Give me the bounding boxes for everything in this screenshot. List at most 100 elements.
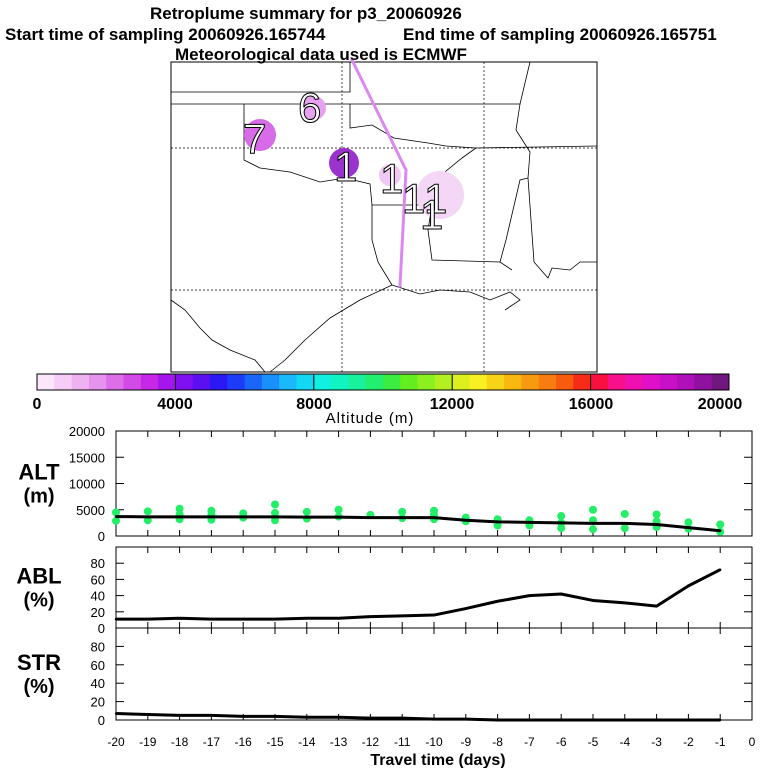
str-series-point-1 bbox=[146, 713, 149, 716]
str-series-point-2 bbox=[178, 714, 181, 717]
colorbar-cell-37 bbox=[677, 374, 695, 390]
alt-series-point-10 bbox=[432, 516, 436, 519]
abl-series-point-4 bbox=[242, 617, 245, 621]
colorbar-cell-8 bbox=[175, 374, 194, 390]
abl-series-point-15 bbox=[591, 599, 595, 602]
alt-scatter-point-33 bbox=[557, 524, 566, 533]
colorbar-cell-34 bbox=[625, 374, 643, 390]
abl-ytick-label-0: 0 bbox=[98, 621, 105, 636]
colorbar-cell-3 bbox=[88, 374, 107, 390]
alt-series-point-2 bbox=[178, 515, 181, 519]
abl-series-point-2 bbox=[178, 617, 181, 620]
x-tick-label-6: -14 bbox=[298, 735, 316, 749]
abl-series-line bbox=[116, 568, 721, 621]
abl-series-point-8 bbox=[369, 615, 372, 618]
map-panel: 7 6 1 1 1 1 1 bbox=[170, 58, 598, 373]
str-ytick-label-1: 20 bbox=[91, 695, 105, 710]
colorbar-cell-12 bbox=[244, 374, 263, 390]
alt-series-point-7 bbox=[337, 515, 340, 519]
alt-scatter-point-2 bbox=[143, 507, 152, 516]
str-series-point-18 bbox=[687, 718, 690, 722]
str-series-point-19 bbox=[719, 718, 722, 722]
plume-markers bbox=[244, 96, 464, 219]
colorbar-cell-20 bbox=[383, 374, 401, 390]
str-series-point-4 bbox=[242, 715, 245, 718]
x-tick-label-12: -8 bbox=[492, 735, 503, 749]
met-data-label: Meteorological data used is ECMWF bbox=[175, 45, 467, 64]
alt-scatter-point-42 bbox=[684, 518, 693, 527]
colorbar-tick-8000: 8000 bbox=[296, 396, 332, 413]
alt-scatter-point-28 bbox=[493, 521, 502, 530]
x-tick-label-18: -2 bbox=[683, 735, 694, 749]
str-series-point-5 bbox=[273, 715, 277, 718]
colorbar-cell-19 bbox=[365, 374, 384, 390]
colorbar-cell-26 bbox=[486, 374, 505, 390]
plume-label-1a: 1 bbox=[334, 143, 357, 190]
colorbar-cell-39 bbox=[711, 374, 730, 390]
alt-series-point-17 bbox=[655, 523, 658, 526]
plume-label-1e: 1 bbox=[420, 191, 443, 238]
colorbar-cell-10 bbox=[210, 374, 228, 390]
colorbar-cell-31 bbox=[573, 374, 592, 390]
str-ytick-label-4: 80 bbox=[91, 639, 105, 654]
altitude-colorbar: 0 4000 8000 12000 16000 20000 Altitude (… bbox=[33, 373, 742, 427]
alt-panel: 0 5000 10000 15000 20000 ALT(m) bbox=[18, 424, 753, 544]
colorbar-cell-2 bbox=[71, 374, 90, 390]
x-tick-label-11: -9 bbox=[460, 735, 471, 749]
alt-series-point-1 bbox=[146, 515, 149, 519]
abl-series-point-6 bbox=[305, 617, 308, 620]
alt-series-point-0 bbox=[114, 515, 118, 518]
colorbar-cell-22 bbox=[417, 374, 436, 390]
plume-label-1c: 1 bbox=[402, 175, 425, 222]
str-series-point-14 bbox=[560, 718, 563, 722]
alt-scatter-point-34 bbox=[589, 505, 597, 514]
alt-scatter-point-20 bbox=[398, 507, 407, 516]
alt-series-point-8 bbox=[369, 516, 372, 519]
plume-track-lower bbox=[398, 168, 408, 288]
abl-series-point-10 bbox=[432, 613, 436, 617]
abl-ylabel-0: ABL bbox=[16, 564, 61, 589]
x-tick-label-19: -1 bbox=[715, 735, 726, 749]
alt-scatter-point-15 bbox=[302, 507, 311, 516]
x-tick-label-9: -11 bbox=[394, 735, 411, 749]
alt-ytick-label-3: 15000 bbox=[69, 450, 105, 465]
colorbar-cell-17 bbox=[331, 374, 349, 390]
sampling-end-time: End time of sampling 20060926.165751 bbox=[403, 25, 717, 44]
alt-scatter-point-44 bbox=[716, 520, 725, 529]
str-series-point-7 bbox=[337, 716, 340, 719]
colorbar-cell-32 bbox=[590, 374, 609, 390]
x-tick-label-8: -12 bbox=[362, 735, 380, 749]
x-tick-label-13: -7 bbox=[524, 735, 535, 749]
alt-scatter-point-1 bbox=[112, 516, 120, 525]
alt-scatter-point-12 bbox=[271, 500, 279, 509]
abl-series-point-0 bbox=[114, 617, 118, 621]
colorbar-ticks bbox=[36, 374, 592, 390]
x-tick-label-14: -6 bbox=[556, 735, 567, 749]
str-series-point-0 bbox=[114, 712, 118, 715]
colorbar-cell-6 bbox=[140, 374, 159, 390]
plume-label-1d: 1 bbox=[424, 175, 447, 222]
str-series-point-15 bbox=[591, 718, 595, 722]
alt-series-point-14 bbox=[560, 521, 563, 525]
plume-label-1b: 1 bbox=[380, 155, 403, 202]
str-panel: 0 20 40 60 80 STR(%) bbox=[17, 627, 753, 728]
map-frame bbox=[170, 61, 598, 373]
alt-scatter-point-38 bbox=[620, 524, 629, 533]
alt-series-point-13 bbox=[528, 521, 531, 524]
alt-scatter-point-13 bbox=[271, 508, 279, 517]
abl-ylabel-1: (%) bbox=[23, 590, 54, 612]
alt-series-point-18 bbox=[687, 526, 690, 529]
x-axis-ticks: -20 -19 -18 -17 -16 -15 -14 -13 -12 -11 -10 -9 -8 -7-… bbox=[107, 735, 755, 749]
colorbar-cell-11 bbox=[227, 374, 246, 390]
plume-circle-7 bbox=[244, 119, 276, 151]
alt-series-point-19 bbox=[719, 529, 722, 532]
figure-title: Retroplume summary for p3_20060926 bbox=[150, 4, 462, 23]
abl-series-point-16 bbox=[623, 601, 626, 605]
alt-series-point-4 bbox=[242, 515, 245, 519]
abl-series-point-1 bbox=[146, 617, 149, 621]
x-tick-label-17: -3 bbox=[651, 735, 662, 749]
colorbar-cell-18 bbox=[348, 374, 367, 390]
plume-labels: 7 6 1 1 1 1 1 bbox=[243, 84, 448, 239]
